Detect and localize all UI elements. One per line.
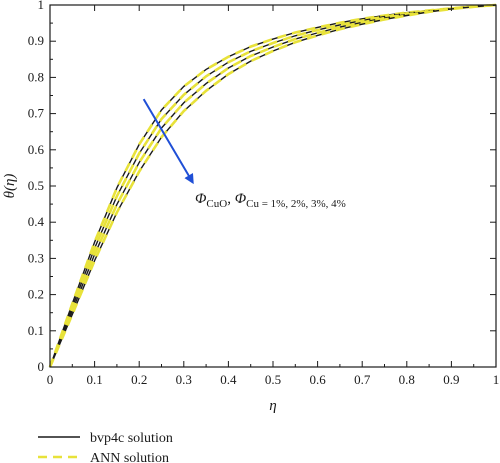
bvp4c-curve-3 <box>49 4 497 368</box>
y-tick-label: 0 <box>38 359 45 374</box>
ann-curve-1 <box>48 3 497 368</box>
x-tick-label: 0.1 <box>86 372 102 387</box>
x-tick-label: 0.2 <box>131 372 147 387</box>
y-tick-label: 0.7 <box>28 106 45 121</box>
y-tick-label: 0.1 <box>28 323 44 338</box>
x-tick-label: 0.4 <box>220 372 237 387</box>
x-tick-label: 0.9 <box>443 372 459 387</box>
x-tick-label: 0.6 <box>309 372 326 387</box>
legend-ann-label: ANN solution <box>90 451 169 463</box>
y-tick-label: 0.8 <box>28 69 44 84</box>
curves-layer <box>48 3 497 368</box>
annotation-label: ΦCuO, ΦCu = 1%, 2%, 3%, 4% <box>195 191 346 210</box>
y-tick-label: 0.6 <box>28 142 45 157</box>
bvp4c-curve-1 <box>49 4 497 368</box>
y-tick-label: 0.2 <box>28 287 44 302</box>
x-tick-label: 0 <box>47 372 54 387</box>
plot-frame <box>49 4 497 368</box>
x-tick-label: 0.3 <box>176 372 192 387</box>
y-tick-label: 1 <box>38 0 45 12</box>
trend-arrow <box>142 98 194 185</box>
y-tick-label: 0.9 <box>28 33 44 48</box>
x-axis-label: η <box>269 398 276 414</box>
legend-bvp-label: bvp4c solution <box>90 431 173 446</box>
bvp4c-curve-4 <box>49 4 497 368</box>
y-axis-label: θ(η) <box>2 174 18 199</box>
x-tick-label: 0.5 <box>265 372 281 387</box>
x-tick-label: 1 <box>493 372 500 387</box>
legend: bvp4c solution ANN solution <box>38 431 173 463</box>
x-tick-label: 0.8 <box>399 372 415 387</box>
ann-curve-4 <box>48 3 497 368</box>
bvp4c-curve-2 <box>49 4 497 368</box>
ann-curve-3 <box>48 3 497 368</box>
y-tick-label: 0.4 <box>28 214 45 229</box>
ann-curve-2 <box>48 3 497 368</box>
y-tick-label: 0.3 <box>28 250 44 265</box>
y-tick-label: 0.5 <box>28 178 44 193</box>
y-axis-ticks: 0 0.1 0.2 0.3 0.4 0.5 0.6 0.7 0.8 0.9 1 <box>28 0 496 374</box>
x-tick-label: 0.7 <box>354 372 371 387</box>
x-axis-ticks: 0 0.1 0.2 0.3 0.4 0.5 0.6 0.7 0.8 0.9 1 <box>47 5 500 387</box>
